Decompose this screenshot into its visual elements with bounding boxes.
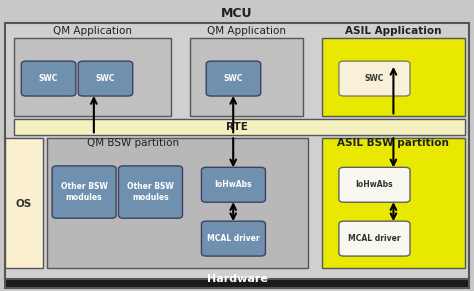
FancyBboxPatch shape [14,38,171,116]
FancyBboxPatch shape [118,166,182,218]
Text: MCU: MCU [221,7,253,19]
Text: Other BSW
modules: Other BSW modules [61,182,108,202]
FancyBboxPatch shape [52,166,116,218]
FancyBboxPatch shape [339,61,410,96]
FancyBboxPatch shape [14,119,465,135]
Text: QM Application: QM Application [53,26,132,36]
Text: QM Application: QM Application [207,26,286,36]
FancyBboxPatch shape [322,138,465,268]
FancyBboxPatch shape [322,38,465,116]
Text: Hardware: Hardware [207,274,267,284]
Text: ASIL Application: ASIL Application [345,26,442,36]
Text: QM BSW partition: QM BSW partition [87,138,179,148]
Text: Other BSW
modules: Other BSW modules [127,182,174,202]
FancyBboxPatch shape [5,23,469,279]
FancyBboxPatch shape [190,38,303,116]
Text: SWC: SWC [224,74,243,83]
Text: MCAL driver: MCAL driver [207,234,260,243]
Text: IoHwAbs: IoHwAbs [215,180,252,189]
FancyBboxPatch shape [206,61,261,96]
Text: OS: OS [16,199,32,209]
Text: SWC: SWC [96,74,115,83]
Text: IoHwAbs: IoHwAbs [356,180,393,189]
Text: RTE: RTE [226,122,248,132]
FancyBboxPatch shape [339,167,410,202]
Text: SWC: SWC [365,74,384,83]
Text: SWC: SWC [39,74,58,83]
Text: MCAL driver: MCAL driver [348,234,401,243]
FancyBboxPatch shape [339,221,410,256]
Text: ASIL BSW partition: ASIL BSW partition [337,138,449,148]
FancyBboxPatch shape [21,61,76,96]
FancyBboxPatch shape [201,221,265,256]
FancyBboxPatch shape [5,138,43,268]
FancyBboxPatch shape [78,61,133,96]
FancyBboxPatch shape [47,138,308,268]
FancyBboxPatch shape [201,167,265,202]
FancyBboxPatch shape [5,271,469,288]
